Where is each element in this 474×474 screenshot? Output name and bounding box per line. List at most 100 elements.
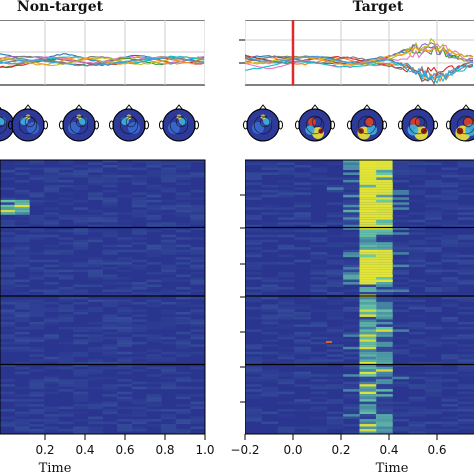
heatmap-cell-non-target (58, 359, 74, 362)
heatmap-cell-non-target (58, 319, 74, 322)
heatmap-cell-target (245, 406, 262, 410)
heatmap-cell-non-target (29, 354, 45, 357)
heatmap-cell-target (441, 172, 459, 175)
heatmap-cell-non-target (146, 326, 162, 330)
heatmap-cell-non-target (43, 187, 59, 190)
heatmap-cell-target (392, 164, 410, 168)
x-non-target-tick-label: 0.4 (75, 443, 94, 457)
heatmap-cell-non-target (131, 381, 147, 385)
heatmap-cell-target (245, 344, 262, 347)
heatmap-cell-target (261, 319, 279, 322)
heatmap-cell-target (408, 242, 426, 245)
heatmap-cell-target (359, 244, 377, 248)
heatmap-cell-target (441, 409, 459, 412)
x-non-target-tick-label: 1.0 (195, 443, 214, 457)
heatmap-cell-target (359, 194, 377, 198)
heatmap-cell-non-target (161, 179, 177, 183)
heatmap-cell-non-target (14, 301, 30, 305)
heatmap-cell-non-target (14, 429, 30, 432)
heatmap-cell-target (457, 224, 474, 228)
heatmap-cell-target (424, 341, 442, 345)
heatmap-cell-target (245, 242, 262, 245)
heatmap-cell-target (375, 391, 393, 395)
heatmap-cell-non-target (161, 169, 177, 173)
heatmap-cell-non-target (175, 404, 191, 407)
heatmap-cell-target (277, 304, 295, 307)
heatmap-cell-target (326, 424, 344, 427)
heatmap-cell-target (245, 264, 262, 268)
heatmap-cell-non-target (117, 319, 133, 322)
heatmap-cell-non-target (161, 416, 177, 420)
heatmap-cell-non-target (117, 257, 133, 260)
heatmap-cell-non-target (190, 386, 206, 390)
heatmap-cell-non-target (58, 354, 74, 357)
heatmap-cell-target (359, 351, 377, 355)
heatmap-cell-target (277, 324, 295, 327)
heatmap-cell-target (457, 279, 474, 283)
heatmap-cell-non-target (87, 239, 103, 243)
heatmap-cell-target (294, 237, 311, 240)
heatmap-cell-target (343, 374, 360, 377)
heatmap-cell-non-target (73, 371, 89, 375)
heatmap-cell-target (392, 289, 410, 293)
heatmap-cell-target (424, 194, 442, 198)
heatmap-cell-non-target (14, 244, 30, 248)
heatmap-cell-target (359, 426, 377, 430)
heatmap-cell-non-target (29, 219, 45, 223)
heatmap-cell-target (457, 421, 474, 425)
heatmap-cell-target (261, 284, 279, 288)
heatmap-frame-non-target (0, 159, 206, 435)
topomap-target (398, 104, 438, 142)
heatmap-cell-non-target (161, 234, 177, 238)
heatmap-cell-non-target (161, 341, 177, 345)
heatmap-cell-target (457, 311, 474, 315)
heatmap-cell-target (424, 262, 442, 265)
heatmap-cell-target (245, 254, 262, 258)
heatmap-cell-target (424, 379, 442, 382)
heatmap-cell-target (261, 172, 279, 175)
heatmap-cell-target (277, 379, 295, 382)
heatmap-cell-non-target (131, 364, 147, 367)
panel-non-target: Non-target 0.2 0.4 0.6 0.8 1.0 Time (0, 0, 215, 474)
heatmap-cell-target (375, 364, 393, 367)
heatmap-cell-non-target (102, 326, 118, 330)
heatmap-cell-non-target (87, 369, 103, 372)
heatmap-cell-non-target (87, 197, 103, 200)
heatmap-cell-target (375, 274, 393, 278)
heatmap-cell-target (261, 379, 279, 382)
heatmap-cell-non-target (131, 414, 147, 417)
heatmap-cell-target (343, 179, 360, 183)
heatmap-cell-target (359, 237, 377, 240)
heatmap-cell-non-target (146, 209, 162, 213)
heatmap-cell-target (245, 306, 262, 310)
heatmap-cell-target (261, 229, 279, 233)
heatmap-cell-non-target (73, 369, 89, 372)
heatmap-cell-target (408, 284, 426, 288)
heatmap-cell-non-target (0, 346, 16, 350)
heatmap-cell-target (359, 267, 377, 270)
heatmap-cell-target (310, 182, 328, 185)
heatmap-cell-non-target (175, 304, 191, 307)
heatmap-cell-non-target (117, 194, 133, 198)
heatmap-cell-non-target (161, 319, 177, 322)
heatmap-cell-target (277, 194, 295, 198)
heatmap-cell-target (310, 254, 328, 258)
erp-y-ticks-target (239, 39, 245, 64)
heatmap-cell-non-target (117, 424, 133, 427)
topomap-non-target (59, 104, 99, 142)
heatmap-cell-non-target (14, 167, 30, 170)
heatmap-cell-target (343, 274, 360, 278)
heatmap-cell-target (408, 219, 426, 223)
heatmap-cell-target (343, 252, 360, 255)
heatmap-cell-target (359, 371, 377, 375)
heatmap-cell-target (277, 169, 295, 173)
heatmap-cell-target (424, 381, 442, 385)
heatmap-cell-target (245, 194, 262, 198)
heatmap-frame-target (245, 159, 474, 435)
heatmap-cell-non-target (190, 401, 206, 405)
heatmap-cell-non-target (102, 204, 118, 208)
heatmap-cell-target (294, 314, 311, 317)
heatmap-cell-target (441, 282, 459, 285)
heatmap-cell-non-target (117, 429, 133, 432)
heatmap-cell-target (375, 324, 393, 327)
